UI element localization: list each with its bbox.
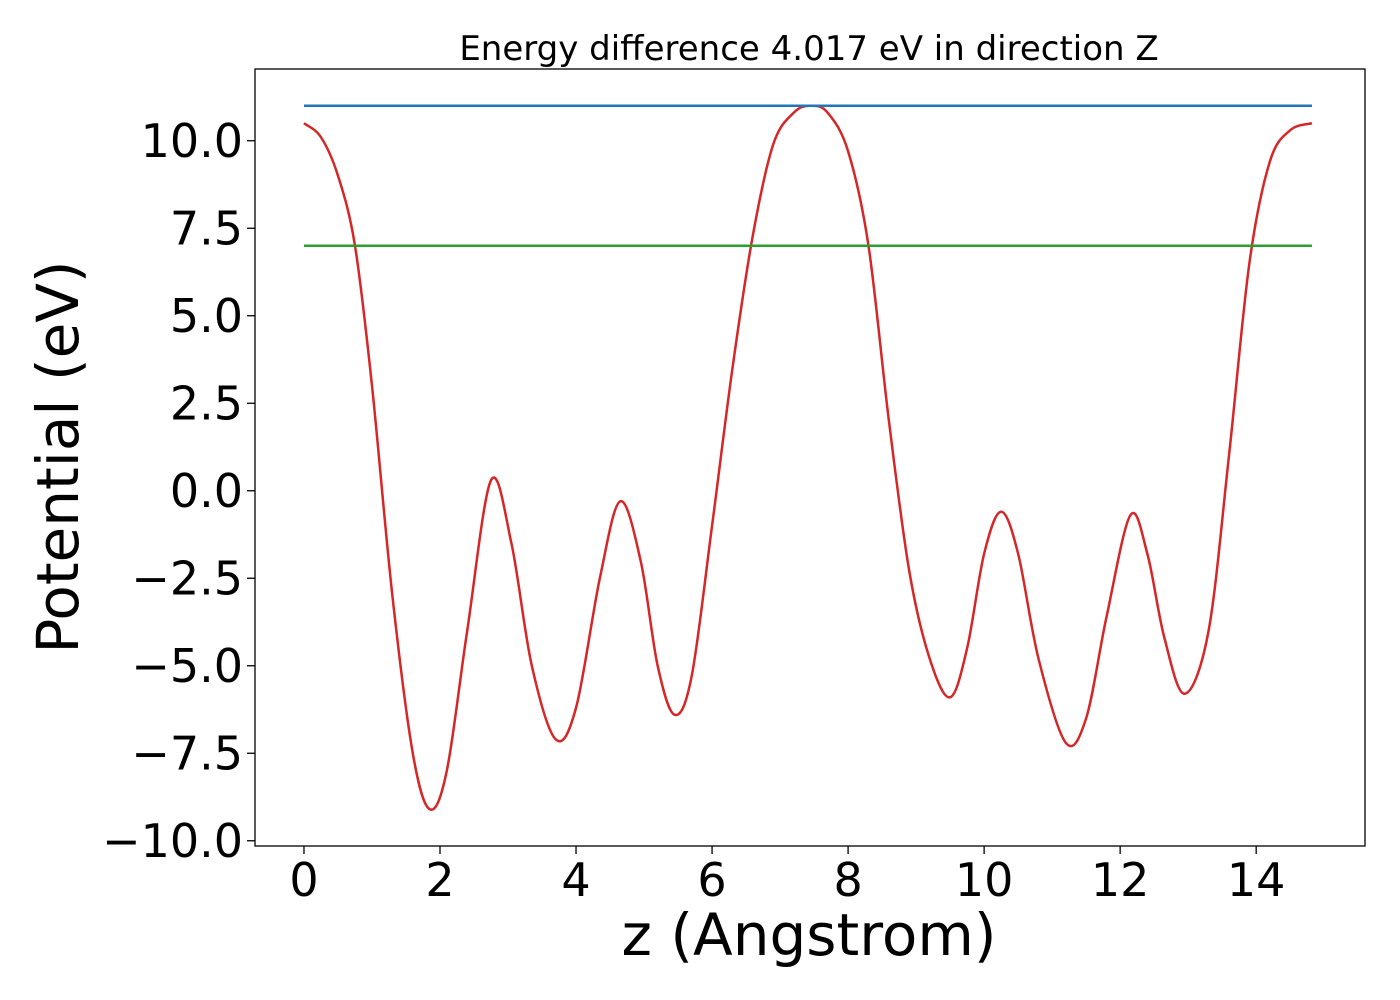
y-axis-ticks: −10.0 −7.5 −5.0 −2.5 0.0 2.5 5.0 7.5 10.0 (102, 114, 255, 868)
y-tick-label: −2.5 (131, 551, 243, 605)
y-tick-label: 7.5 (170, 201, 243, 255)
x-tick-label: 10 (955, 853, 1014, 907)
y-tick-label: −7.5 (131, 726, 243, 780)
x-tick-label: 8 (833, 853, 862, 907)
x-tick-label: 2 (425, 853, 454, 907)
x-tick-label: 14 (1227, 853, 1286, 907)
y-tick-label: 10.0 (141, 114, 243, 168)
x-axis-label: z (Angstrom) (622, 901, 997, 969)
chart-title: Energy difference 4.017 eV in direction … (459, 29, 1158, 69)
y-tick-label: 2.5 (170, 376, 243, 430)
x-axis-ticks: 0 2 4 6 8 10 12 14 (289, 846, 1285, 907)
y-tick-label: −10.0 (102, 814, 243, 868)
x-tick-label: 6 (697, 853, 726, 907)
x-tick-label: 4 (561, 853, 590, 907)
y-tick-label: 0.0 (170, 464, 243, 518)
y-axis-label: Potential (eV) (24, 260, 92, 653)
y-tick-label: 5.0 (170, 289, 243, 343)
plot-area (254, 68, 1366, 847)
x-tick-label: 12 (1091, 853, 1150, 907)
series-layer (303, 104, 1313, 811)
x-tick-label: 0 (289, 853, 318, 907)
series-line-0 (303, 104, 1313, 811)
y-tick-label: −5.0 (131, 639, 243, 693)
